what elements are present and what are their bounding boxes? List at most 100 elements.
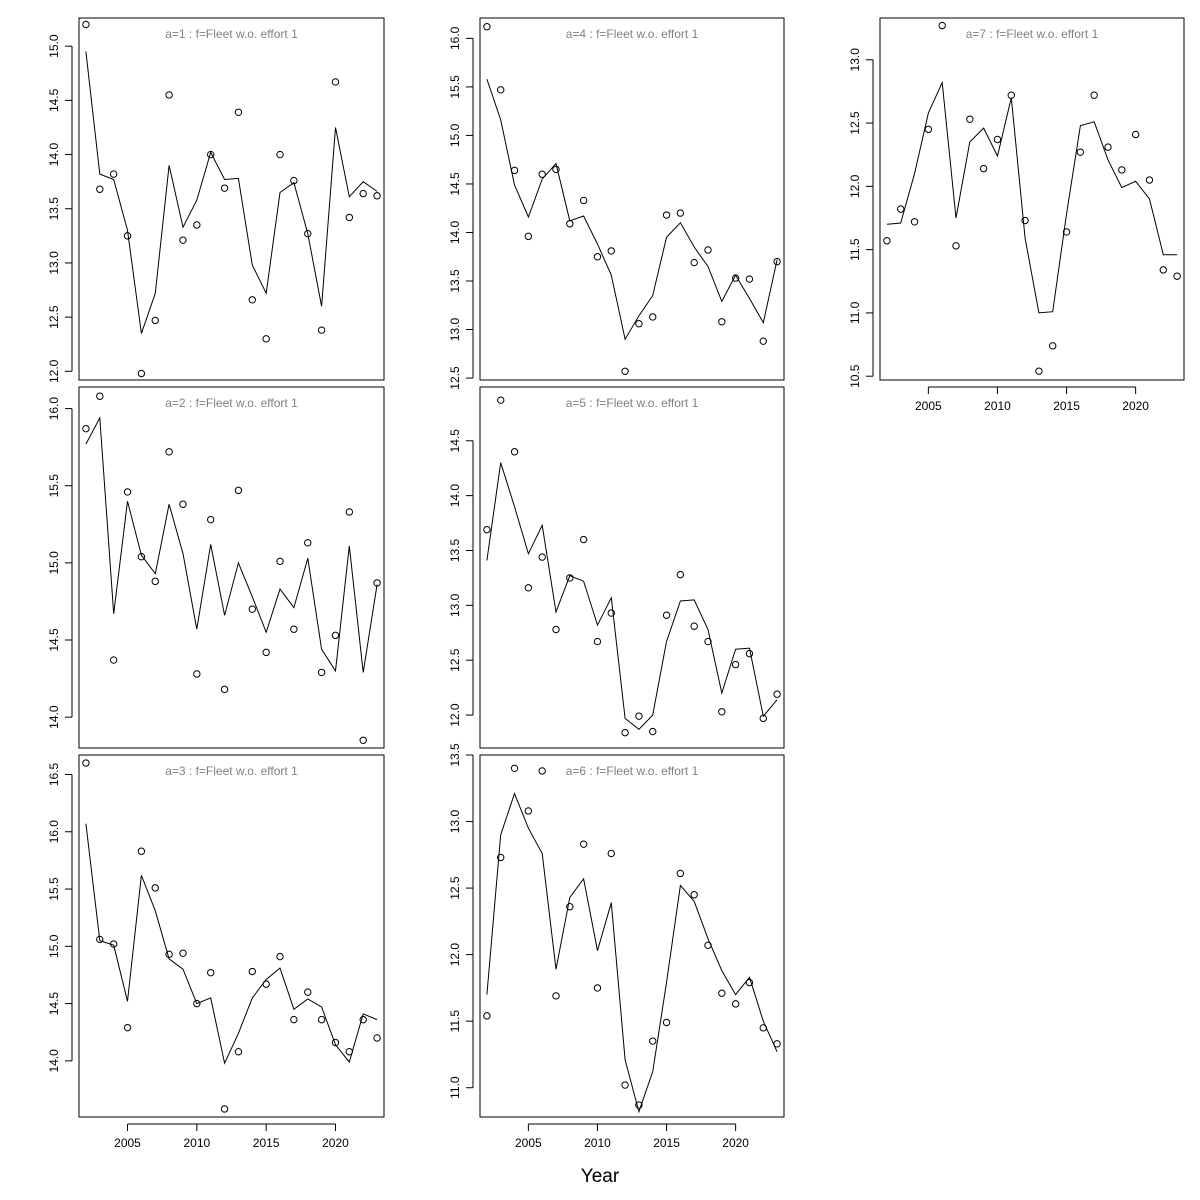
data-point <box>359 189 367 198</box>
data-point <box>165 448 173 456</box>
data-point <box>345 1048 354 1056</box>
fitted-line <box>85 416 378 673</box>
data-point <box>566 903 574 911</box>
y-tick-label: 11.5 <box>848 238 862 261</box>
data-point <box>662 211 671 219</box>
y-tick-label: 15.0 <box>47 934 61 958</box>
data-point <box>676 209 685 217</box>
x-tick-label: 2005 <box>915 399 942 413</box>
data-point <box>317 326 326 334</box>
data-point <box>373 579 381 587</box>
y-tick-label: 14.0 <box>448 220 462 244</box>
y-tick-label: 14.5 <box>47 992 61 1016</box>
data-point <box>276 557 284 566</box>
data-point <box>497 396 505 404</box>
y-tick-label: 14.5 <box>448 429 462 453</box>
panel-title: a=7 : f=Fleet w.o. effort 1 <box>966 27 1099 41</box>
data-point <box>635 320 643 328</box>
plot-frame <box>78 17 385 381</box>
data-point <box>690 622 698 630</box>
data-point <box>359 1015 367 1024</box>
y-tick-label: 16.0 <box>47 820 61 844</box>
data-point <box>718 708 726 716</box>
data-point <box>276 150 284 159</box>
x-tick-label: 2005 <box>515 1136 542 1150</box>
y-tick-label: 15.5 <box>47 877 61 901</box>
data-point <box>359 736 367 744</box>
data-point <box>579 196 588 205</box>
data-point <box>621 367 629 375</box>
data-point <box>151 577 159 586</box>
data-point <box>676 869 685 878</box>
data-point <box>179 236 187 244</box>
data-point <box>676 570 685 579</box>
data-point <box>276 952 284 961</box>
data-point <box>1076 148 1085 156</box>
y-tick-label: 15.5 <box>448 75 462 99</box>
data-point <box>510 448 519 456</box>
data-point <box>497 86 505 94</box>
data-point <box>483 525 491 534</box>
y-tick-label: 14.0 <box>47 143 61 167</box>
data-point <box>123 1023 132 1032</box>
data-point <box>193 670 201 678</box>
data-point <box>248 605 256 613</box>
data-point <box>759 1024 767 1032</box>
data-point <box>1021 216 1029 225</box>
y-tick-label: 15.0 <box>47 34 61 58</box>
data-point <box>290 625 298 633</box>
x-tick-label: 2010 <box>984 399 1011 413</box>
data-point <box>510 166 519 175</box>
panel-5: a=5 : f=Fleet w.o. effort 1 12.0 12.5 13.0 1… <box>448 386 785 749</box>
data-point <box>593 253 602 261</box>
data-point <box>883 237 891 245</box>
data-point <box>193 221 201 229</box>
data-point <box>910 218 919 226</box>
y-tick-label: 13.0 <box>47 251 61 275</box>
x-tick-label: 2020 <box>722 1136 749 1150</box>
y-tick-label: 12.0 <box>448 943 462 967</box>
data-point <box>538 170 546 178</box>
data-point <box>731 660 740 669</box>
y-tick-label: 12.0 <box>448 703 462 727</box>
data-point <box>331 631 340 640</box>
data-point <box>179 949 187 957</box>
data-point <box>704 637 712 646</box>
data-point <box>262 980 270 988</box>
panel-title: a=2 : f=Fleet w.o. effort 1 <box>165 396 298 410</box>
data-point <box>1173 272 1181 280</box>
data-point <box>690 891 698 899</box>
y-tick-label: 15.5 <box>47 474 61 498</box>
x-tick-label: 2015 <box>1053 399 1080 413</box>
data-point <box>524 232 533 241</box>
data-point <box>938 21 946 30</box>
plot-frame <box>479 17 785 381</box>
data-point <box>373 192 381 200</box>
y-tick-label: 12.5 <box>848 111 862 135</box>
y-tick-label: 14.0 <box>47 1049 61 1073</box>
fitted-line <box>486 792 778 1114</box>
data-point <box>483 1012 491 1020</box>
data-point <box>552 992 560 1000</box>
data-point <box>207 515 215 524</box>
data-point <box>179 500 187 508</box>
data-point <box>82 759 90 767</box>
data-point <box>1090 91 1098 99</box>
data-point <box>579 840 588 848</box>
data-point <box>220 1105 229 1113</box>
data-point <box>207 150 215 159</box>
data-point <box>952 242 960 250</box>
data-point <box>524 807 533 815</box>
data-point <box>165 950 173 959</box>
data-point <box>745 649 754 658</box>
fitted-line <box>886 80 1178 314</box>
data-point <box>538 553 546 561</box>
y-tick-label: 13.5 <box>448 538 462 562</box>
data-point <box>137 369 146 378</box>
data-point <box>607 247 615 255</box>
y-tick-label: 15.0 <box>47 551 61 575</box>
y-tick-label: 12.5 <box>448 648 462 672</box>
y-tick-label: 16.0 <box>448 26 462 50</box>
data-point <box>123 232 132 240</box>
data-point <box>759 337 767 345</box>
